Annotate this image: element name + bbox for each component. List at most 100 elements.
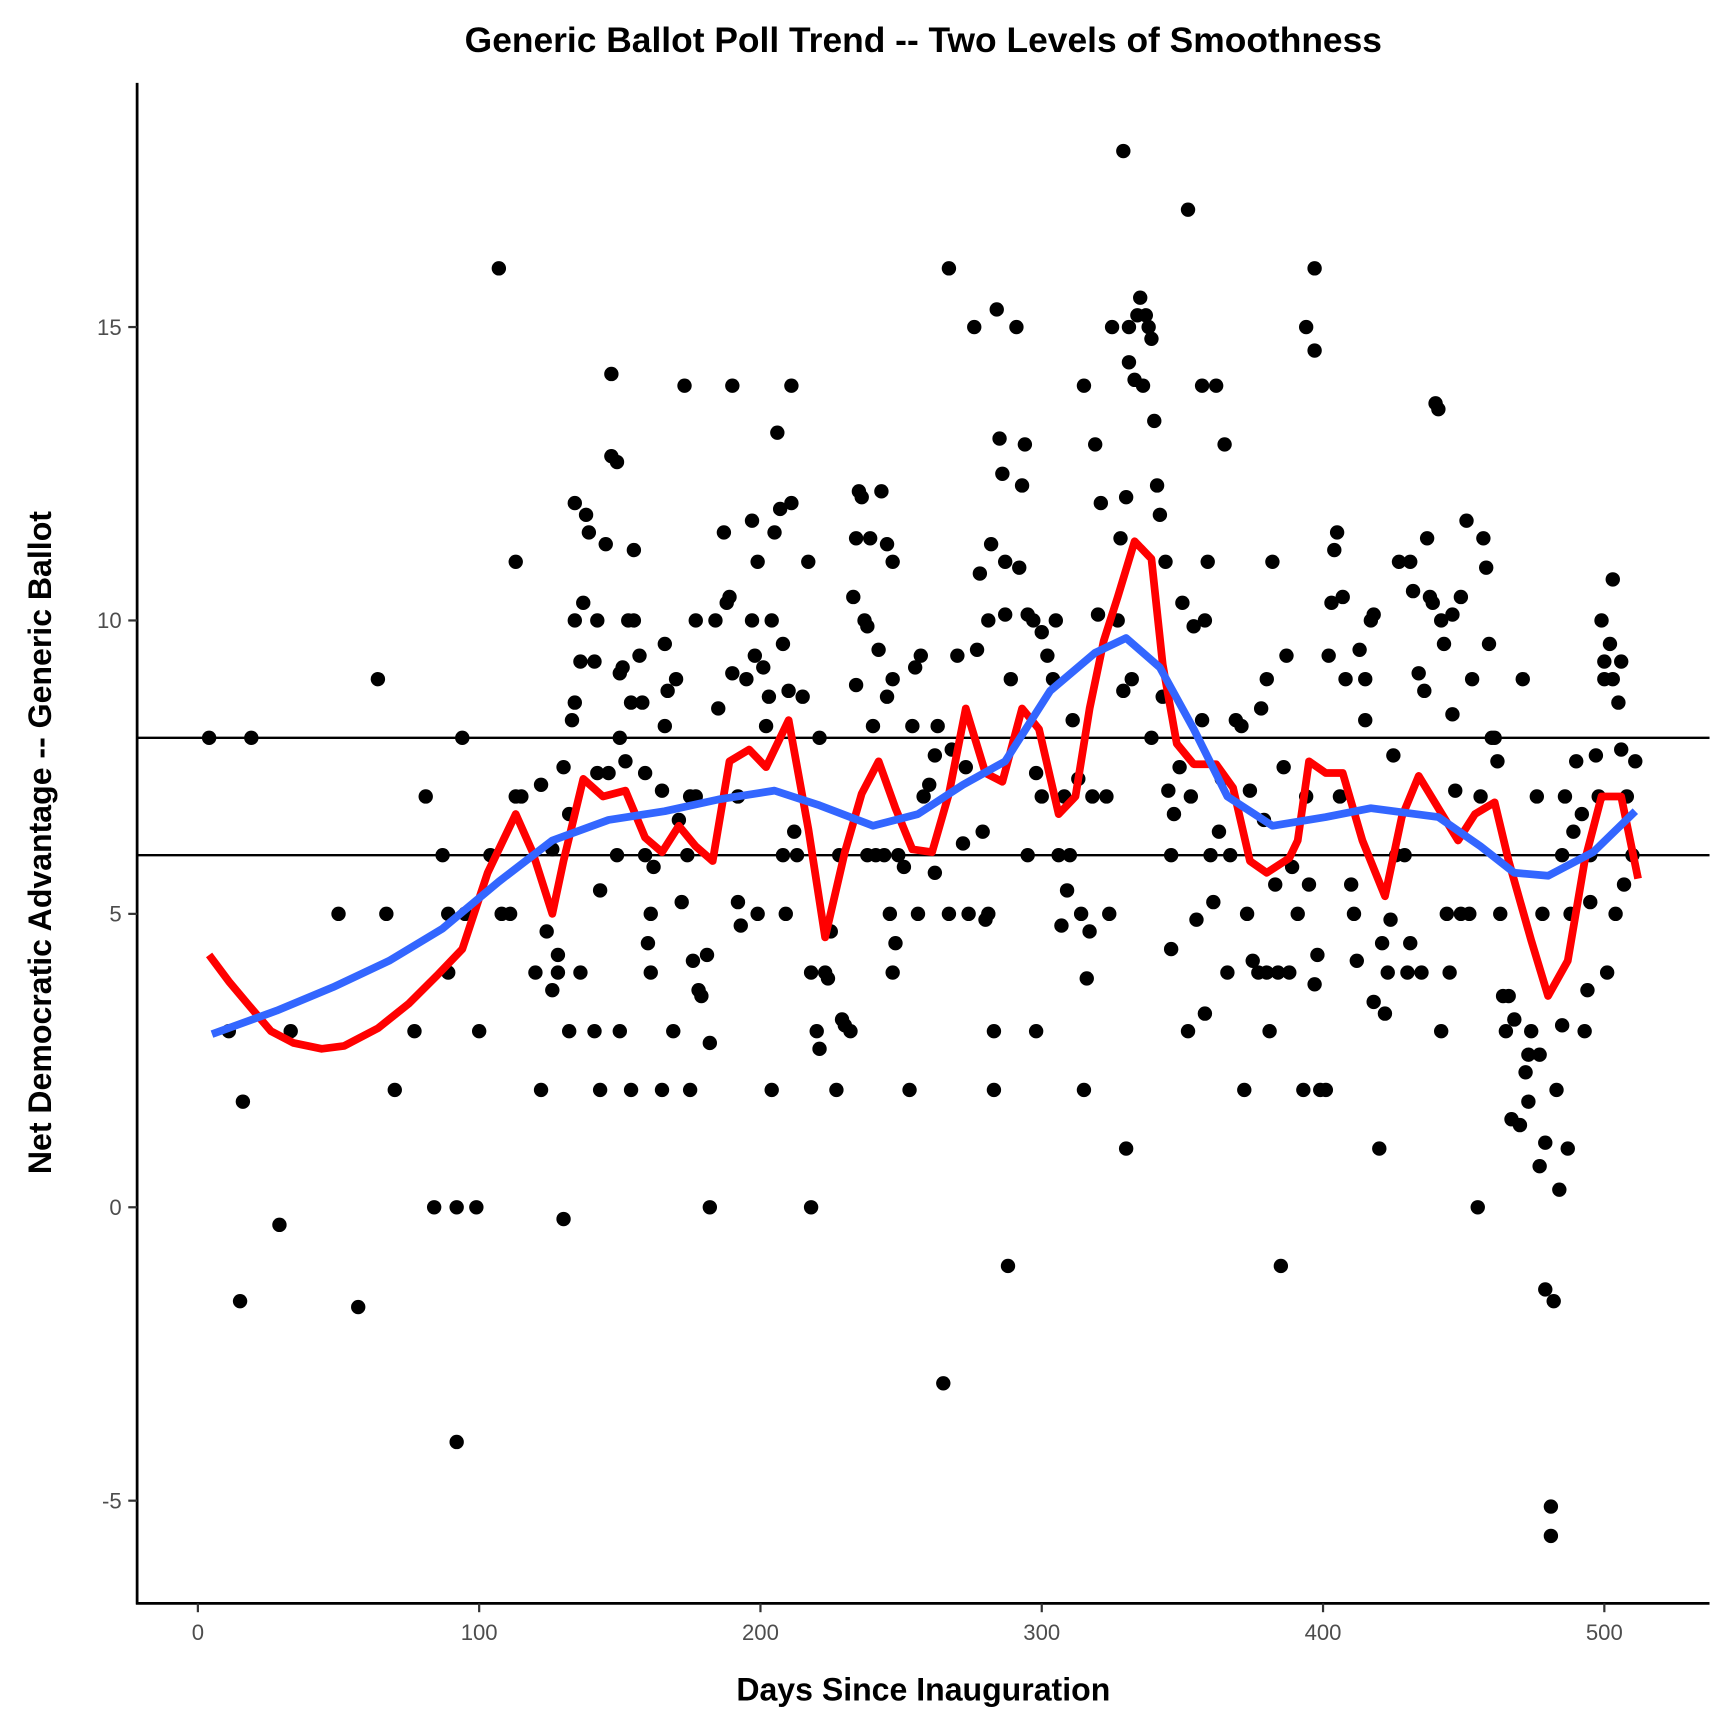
data-point (1121, 319, 1137, 335)
data-point (716, 525, 732, 540)
data-point (449, 1434, 464, 1450)
data-point (986, 1082, 1002, 1098)
y-tick-label: 5 (109, 902, 121, 927)
data-point (865, 718, 881, 734)
data-point (654, 1082, 670, 1098)
data-point (910, 906, 926, 922)
data-point (1611, 695, 1626, 710)
data-point (1602, 636, 1618, 652)
data-point (283, 1024, 298, 1039)
data-point (1616, 877, 1632, 892)
data-point (272, 1217, 287, 1233)
data-point (885, 554, 900, 569)
data-point (725, 378, 740, 393)
data-point (1003, 671, 1018, 687)
data-point (1445, 607, 1460, 622)
data-point (739, 671, 754, 687)
data-point (789, 847, 805, 863)
data-point (1521, 1094, 1536, 1109)
data-point (1183, 789, 1199, 804)
data-point (1574, 806, 1590, 822)
data-point (1321, 648, 1336, 663)
data-point (803, 1200, 819, 1215)
data-point (1200, 554, 1215, 569)
data-point (781, 683, 796, 699)
data-point (772, 501, 788, 517)
data-point (1377, 1006, 1393, 1021)
data-point (1487, 730, 1502, 746)
data-point (722, 589, 737, 605)
data-point (1166, 806, 1182, 822)
data-point (1301, 877, 1317, 892)
data-point (969, 642, 985, 657)
data-point (688, 613, 703, 628)
data-point (981, 613, 996, 628)
data-point (750, 906, 765, 922)
data-point (1152, 507, 1168, 523)
data-point (1028, 765, 1044, 781)
y-ticks: -5 0 5 10 15 (97, 315, 138, 1513)
data-point (435, 847, 450, 863)
data-point (1138, 308, 1154, 323)
data-point (981, 906, 996, 922)
data-point (682, 1082, 698, 1098)
data-point (1163, 941, 1179, 957)
data-point (879, 536, 895, 552)
data-point (1062, 847, 1078, 863)
data-point (528, 965, 543, 980)
data-point (744, 613, 760, 628)
data-point (1093, 495, 1109, 511)
data-point (1090, 607, 1106, 622)
data-point (418, 789, 433, 804)
data-point (733, 918, 748, 933)
data-point (567, 495, 582, 511)
data-point (874, 484, 889, 499)
data-point (502, 906, 518, 922)
data-point (1436, 636, 1452, 652)
data-point (922, 777, 937, 792)
data-point (550, 947, 566, 963)
data-point (331, 906, 346, 922)
data-point (1515, 671, 1530, 687)
data-point (778, 906, 793, 922)
data-point (801, 554, 816, 569)
data-point (820, 971, 836, 986)
data-point (1405, 583, 1421, 599)
data-point (775, 636, 791, 652)
data-point (471, 1024, 487, 1039)
data-point (1133, 290, 1148, 305)
data-point (1400, 965, 1415, 980)
data-point (1163, 847, 1179, 863)
data-point (379, 906, 394, 922)
data-point (1307, 261, 1322, 276)
data-point (1507, 1012, 1522, 1027)
data-point (612, 1024, 628, 1039)
data-point (1470, 1200, 1485, 1215)
data-point (635, 695, 650, 710)
data-point (809, 1024, 824, 1039)
data-point (1118, 1141, 1134, 1156)
data-point (725, 666, 740, 681)
data-point (1324, 595, 1339, 611)
data-point (983, 536, 999, 552)
data-point (1194, 378, 1210, 393)
data-point (1358, 713, 1373, 728)
y-tick-label: 10 (97, 608, 122, 633)
data-point (1197, 613, 1213, 628)
data-point (1442, 965, 1457, 980)
data-point (1557, 789, 1573, 804)
data-point (1118, 490, 1134, 505)
data-point (1453, 589, 1469, 605)
x-ticks: 0 100 200 300 400 500 (192, 1603, 1623, 1645)
data-point (1245, 953, 1260, 968)
data-point (668, 671, 684, 687)
x-tick-label: 500 (1586, 1620, 1623, 1645)
data-point (989, 302, 1004, 317)
data-point (1259, 965, 1274, 980)
data-point (618, 754, 633, 769)
data-point (1135, 378, 1151, 393)
reference-lines (137, 736, 1710, 857)
data-point (986, 1024, 1002, 1039)
data-point (244, 730, 259, 746)
data-point (916, 789, 931, 804)
